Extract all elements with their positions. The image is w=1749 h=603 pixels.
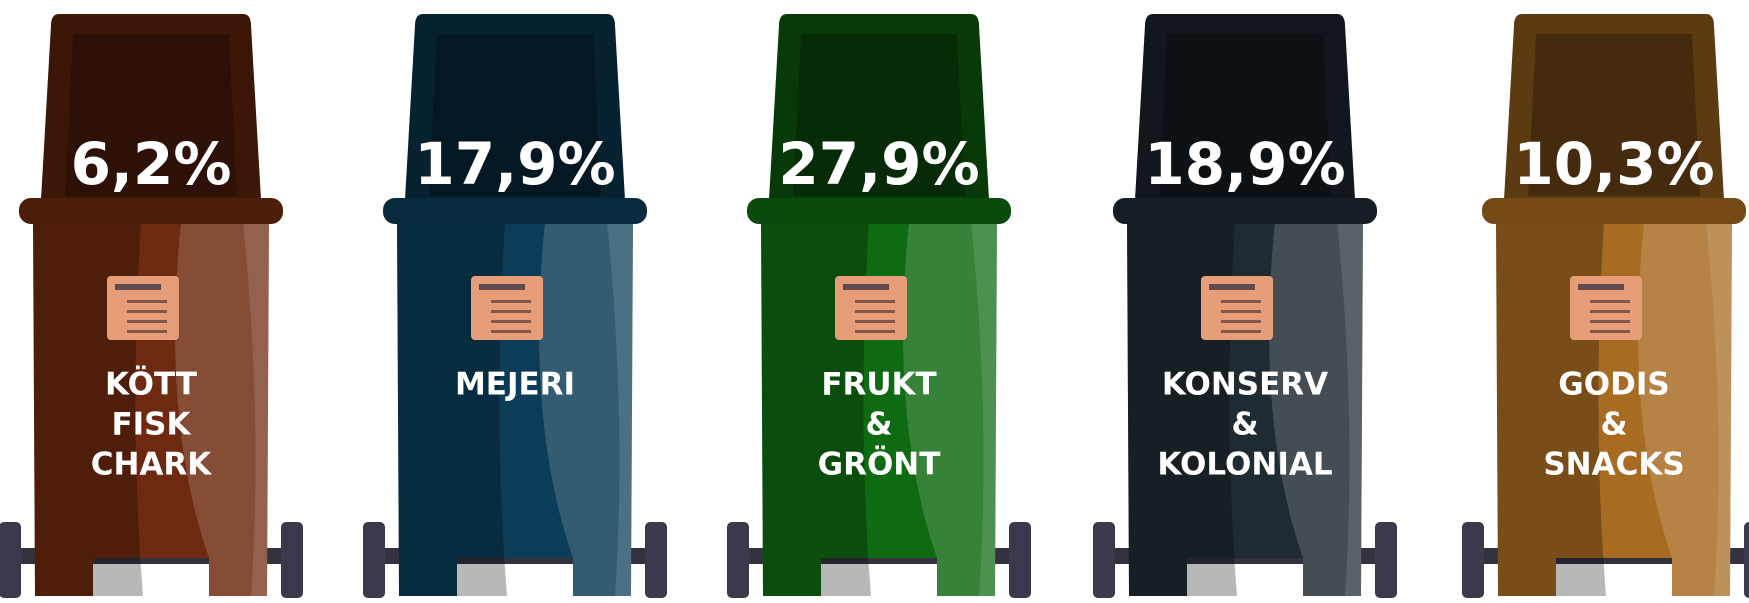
bin-rim-shade — [1482, 198, 1746, 224]
bin-rim-shade — [1113, 198, 1377, 224]
wheel — [1093, 522, 1115, 598]
icon-line — [491, 310, 531, 313]
icon-line — [127, 310, 167, 313]
icon-line — [855, 300, 895, 303]
receipt-icon — [1570, 276, 1642, 340]
wheel — [281, 522, 303, 598]
icon-line — [1590, 320, 1630, 323]
icon-line — [1221, 330, 1261, 333]
icon-stripe — [1578, 284, 1624, 290]
icon-line — [491, 320, 531, 323]
icon-stripe — [843, 284, 889, 290]
category-label: KÖTT — [105, 366, 197, 403]
icon-line — [1221, 310, 1261, 313]
category-label: GRÖNT — [818, 446, 941, 483]
bin-rim-shade — [747, 198, 1011, 224]
icon-line — [1590, 300, 1630, 303]
waste-bin: 10,3% GODIS & SNACKS — [1462, 14, 1749, 598]
category-label: GODIS — [1558, 367, 1669, 403]
wheel — [1744, 522, 1749, 598]
wheel — [1462, 522, 1484, 598]
category-label: CHARK — [91, 447, 213, 483]
category-label: MEJERI — [455, 367, 575, 403]
category-label: & — [865, 407, 892, 443]
category-label: SNACKS — [1543, 447, 1684, 483]
percent-label: 10,3% — [1513, 130, 1714, 198]
icon-stripe — [115, 284, 161, 290]
wheel — [1375, 522, 1397, 598]
icon-line — [1221, 300, 1261, 303]
icon-line — [1590, 330, 1630, 333]
percent-label: 6,2% — [71, 130, 232, 198]
receipt-icon — [471, 276, 543, 340]
wheel — [727, 522, 749, 598]
icon-line — [491, 300, 531, 303]
icon-line — [1221, 320, 1261, 323]
wheel — [0, 522, 21, 598]
bin-rim-shade — [19, 198, 283, 224]
waste-bin: 18,9% KONSERV & KOLONIAL — [1093, 14, 1397, 598]
infographic: 6,2%KÖTTFISKCHARK17,9%MEJERI27,9%FRUKT&G… — [0, 0, 1749, 603]
icon-line — [1590, 310, 1630, 313]
percent-label: 17,9% — [414, 130, 615, 198]
wheel — [1009, 522, 1031, 598]
wheel — [645, 522, 667, 598]
icon-line — [855, 320, 895, 323]
receipt-icon — [835, 276, 907, 340]
icon-line — [855, 310, 895, 313]
icon-line — [127, 330, 167, 333]
category-label: KOLONIAL — [1157, 447, 1332, 483]
icon-stripe — [479, 284, 525, 290]
category-label: FISK — [111, 407, 191, 443]
icon-line — [491, 330, 531, 333]
waste-bin: 27,9% FRUKT &GRÖNT — [727, 14, 1031, 598]
icon-line — [127, 320, 167, 323]
wheel — [363, 522, 385, 598]
category-label: FRUKT — [821, 367, 936, 403]
percent-label: 27,9% — [778, 130, 979, 198]
waste-bin: 17,9% MEJERI — [363, 14, 667, 598]
receipt-icon — [1201, 276, 1273, 340]
icon-line — [855, 330, 895, 333]
category-label: & — [1231, 407, 1258, 443]
category-label: KONSERV — [1162, 367, 1328, 403]
icon-line — [127, 300, 167, 303]
percent-label: 18,9% — [1144, 130, 1345, 198]
waste-bin: 6,2% KÖTT FISK CHARK — [0, 14, 303, 598]
bin-rim-shade — [383, 198, 647, 224]
receipt-icon — [107, 276, 179, 340]
icon-stripe — [1209, 284, 1255, 290]
category-label: & — [1600, 407, 1627, 443]
